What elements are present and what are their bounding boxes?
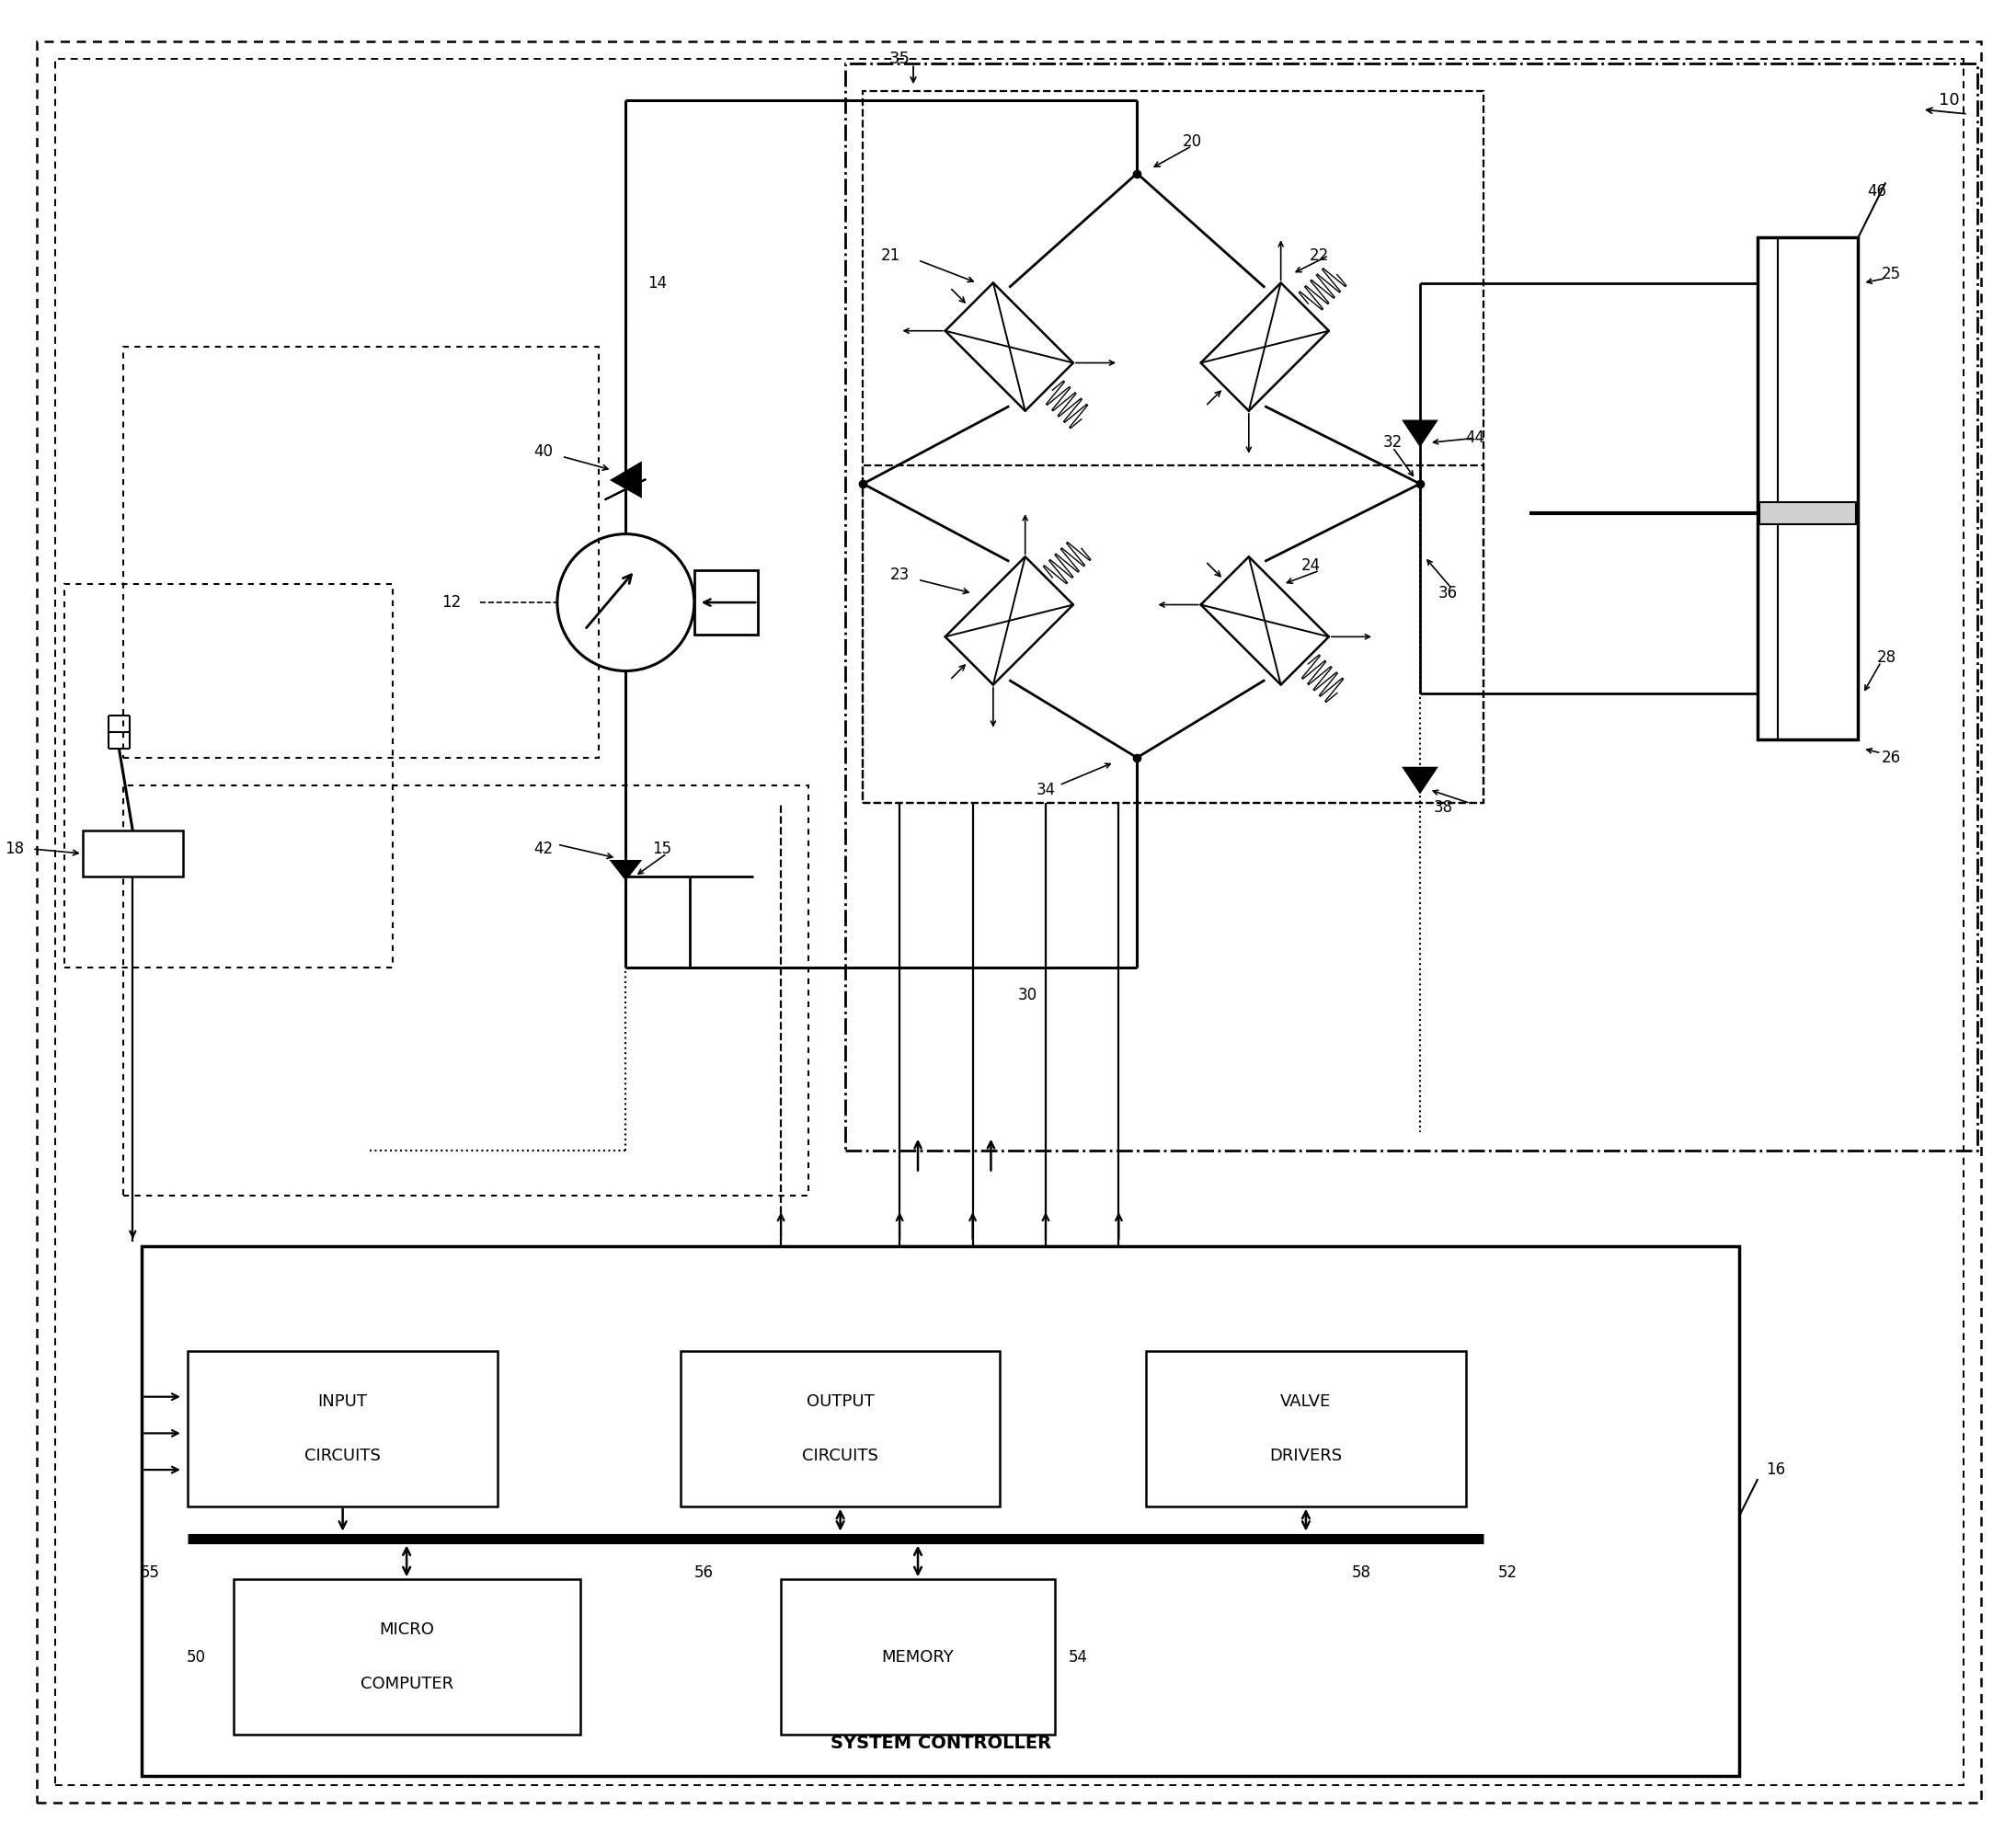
Text: 21: 21 (881, 247, 901, 264)
Text: 20: 20 (1181, 133, 1202, 149)
Bar (1760, 503, 1857, 524)
Text: 18: 18 (4, 841, 24, 857)
Bar (1758, 238, 1859, 739)
Text: 12: 12 (442, 594, 462, 610)
Text: 44: 44 (1466, 430, 1486, 446)
Text: 14: 14 (647, 275, 667, 291)
Text: INPUT: INPUT (319, 1392, 367, 1409)
Text: CIRCUITS: CIRCUITS (802, 1448, 879, 1464)
Text: 28: 28 (1877, 649, 1895, 666)
Text: 24: 24 (1300, 557, 1320, 573)
Text: 26: 26 (1881, 749, 1901, 765)
Text: OUTPUT: OUTPUT (806, 1392, 875, 1409)
Bar (123, 786, 808, 1197)
Text: 36: 36 (1437, 585, 1458, 601)
Bar (234, 1578, 581, 1735)
Text: MICRO: MICRO (379, 1621, 433, 1637)
Polygon shape (609, 461, 641, 498)
Polygon shape (1401, 767, 1437, 795)
Bar (123, 347, 599, 758)
Text: 10: 10 (1939, 92, 1960, 109)
Text: 16: 16 (1766, 1462, 1786, 1479)
Text: 54: 54 (1068, 1649, 1089, 1665)
Text: 32: 32 (1383, 435, 1403, 452)
Bar (141, 1247, 1740, 1776)
Bar (863, 90, 1484, 804)
Text: VALVE: VALVE (1280, 1392, 1331, 1409)
Text: 55: 55 (141, 1566, 159, 1580)
Bar (83, 830, 183, 876)
Text: 15: 15 (653, 841, 671, 857)
Bar (187, 1352, 498, 1507)
Text: 35: 35 (889, 52, 909, 68)
Bar (845, 65, 1978, 1151)
Bar (863, 465, 1484, 804)
Text: 38: 38 (1433, 800, 1454, 817)
Text: 30: 30 (1018, 987, 1036, 1003)
Bar (65, 585, 393, 968)
Bar (694, 570, 758, 634)
Text: SYSTEM CONTROLLER: SYSTEM CONTROLLER (831, 1735, 1050, 1752)
Text: 40: 40 (534, 444, 552, 461)
Text: 25: 25 (1881, 266, 1901, 282)
Text: 22: 22 (1310, 247, 1329, 264)
Text: 58: 58 (1351, 1566, 1371, 1580)
Bar (780, 1578, 1054, 1735)
Text: 52: 52 (1498, 1566, 1518, 1580)
Text: 50: 50 (185, 1649, 206, 1665)
Text: COMPUTER: COMPUTER (361, 1676, 454, 1693)
Text: CIRCUITS: CIRCUITS (304, 1448, 381, 1464)
Text: 23: 23 (889, 566, 909, 583)
Text: DRIVERS: DRIVERS (1270, 1448, 1343, 1464)
Polygon shape (1401, 420, 1437, 448)
Text: MEMORY: MEMORY (881, 1649, 954, 1665)
Text: 46: 46 (1867, 183, 1887, 199)
Bar (1147, 1352, 1466, 1507)
Text: 34: 34 (1036, 782, 1056, 798)
Text: 42: 42 (534, 841, 552, 857)
Bar (681, 1352, 1000, 1507)
Text: 56: 56 (694, 1566, 714, 1580)
Polygon shape (609, 859, 643, 881)
